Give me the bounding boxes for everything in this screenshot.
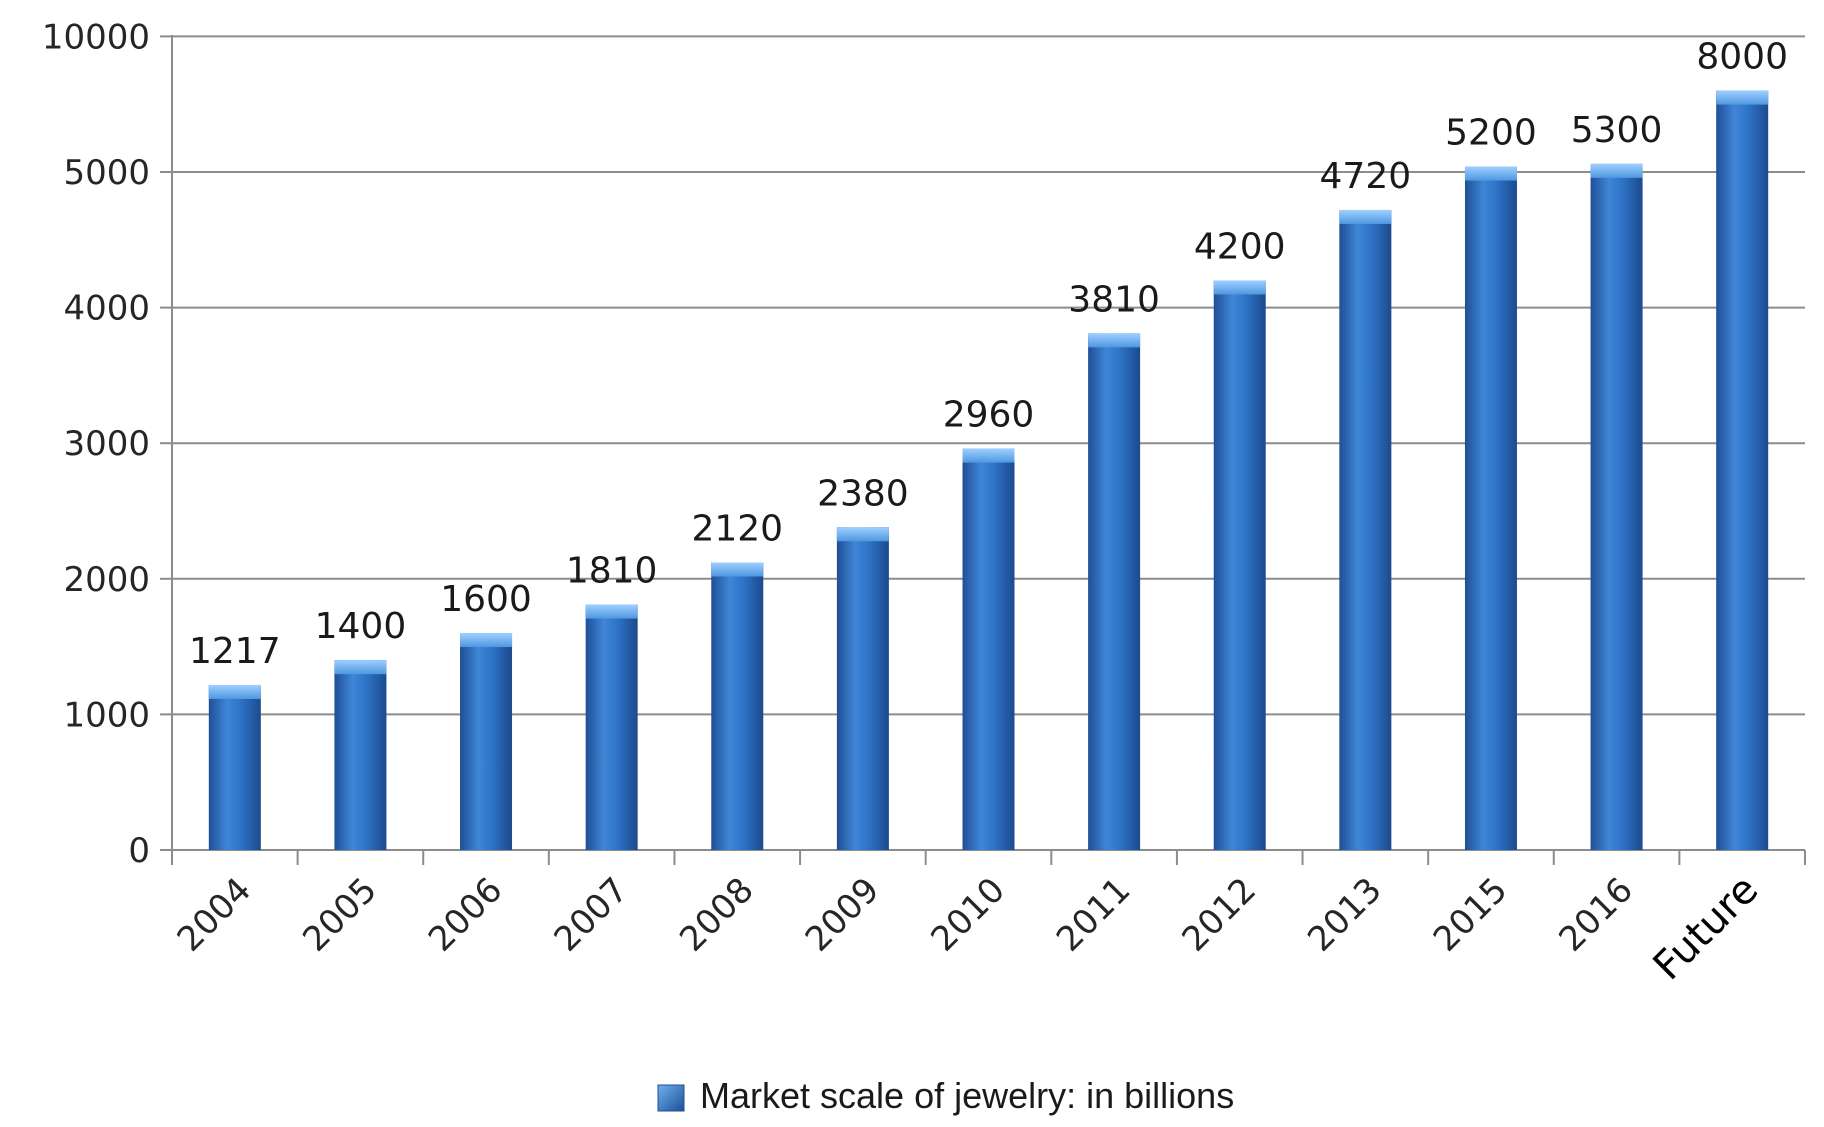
- bar-cap: [208, 684, 261, 699]
- bar: [1339, 209, 1392, 850]
- bar: [1213, 280, 1266, 851]
- data-label: 1810: [566, 551, 658, 592]
- x-tick-label: 2011: [1049, 870, 1138, 959]
- bar: [208, 684, 261, 850]
- x-tick-label: 2015: [1426, 870, 1515, 959]
- bar-cap: [1213, 280, 1266, 295]
- x-tick-label: 2008: [672, 870, 761, 959]
- x-tick-label: 2005: [295, 870, 384, 959]
- bar-cap: [1464, 166, 1517, 181]
- bar-cap: [1339, 209, 1392, 224]
- bar-cap: [836, 527, 889, 542]
- x-tick-label: 2009: [798, 870, 887, 959]
- x-tick-label: Future: [1645, 867, 1768, 990]
- bar-cap: [585, 604, 638, 619]
- bar-cap: [1716, 90, 1769, 105]
- y-tick-label: 0: [128, 831, 150, 871]
- bar: [460, 633, 513, 850]
- bar-cap: [711, 562, 764, 577]
- x-tick-label: 2010: [923, 870, 1012, 959]
- x-tick-label: 2004: [170, 870, 259, 959]
- bar-cap: [334, 660, 387, 675]
- bar: [1716, 90, 1769, 850]
- data-label: 4200: [1194, 226, 1286, 267]
- bar: [962, 448, 1015, 850]
- y-tick-label: 4000: [63, 289, 150, 329]
- x-tick-label: 2016: [1551, 870, 1640, 959]
- bar: [1590, 163, 1643, 850]
- x-tick-label: 2006: [421, 870, 510, 959]
- data-label: 2960: [943, 395, 1035, 436]
- bar-cap: [460, 633, 513, 648]
- bar: [1088, 333, 1141, 850]
- x-tick-label: 2012: [1175, 870, 1264, 959]
- data-label: 1400: [315, 606, 407, 647]
- bar: [1464, 166, 1517, 851]
- bar-cap: [1590, 163, 1643, 178]
- x-tick-label: 2007: [547, 870, 636, 959]
- data-label: 1600: [440, 579, 532, 620]
- y-tick-label: 3000: [63, 424, 150, 464]
- y-tick-label: 1000: [63, 695, 150, 735]
- legend: Market scale of jewelry: in billions: [657, 1075, 1234, 1116]
- data-label: 5300: [1571, 110, 1663, 151]
- x-tick-label: 2013: [1300, 870, 1389, 959]
- data-label: 3810: [1068, 279, 1160, 320]
- bar: [711, 562, 764, 850]
- data-label: 2120: [691, 509, 783, 550]
- data-label: 2380: [817, 473, 909, 514]
- bar: [836, 527, 889, 850]
- bar: [585, 604, 638, 850]
- data-label: 1217: [189, 631, 281, 672]
- legend-label: Market scale of jewelry: in billions: [700, 1075, 1234, 1116]
- bar-cap: [1088, 333, 1141, 348]
- data-label: 4720: [1320, 156, 1412, 197]
- bar-cap: [962, 448, 1015, 463]
- y-tick-label: 2000: [63, 560, 150, 600]
- bar: [334, 660, 387, 850]
- data-label: 5200: [1445, 113, 1537, 154]
- legend-swatch: [657, 1084, 685, 1112]
- data-label: 8000: [1696, 37, 1788, 78]
- y-tick-label: 10000: [42, 17, 150, 57]
- y-tick-label: 5000: [63, 153, 150, 193]
